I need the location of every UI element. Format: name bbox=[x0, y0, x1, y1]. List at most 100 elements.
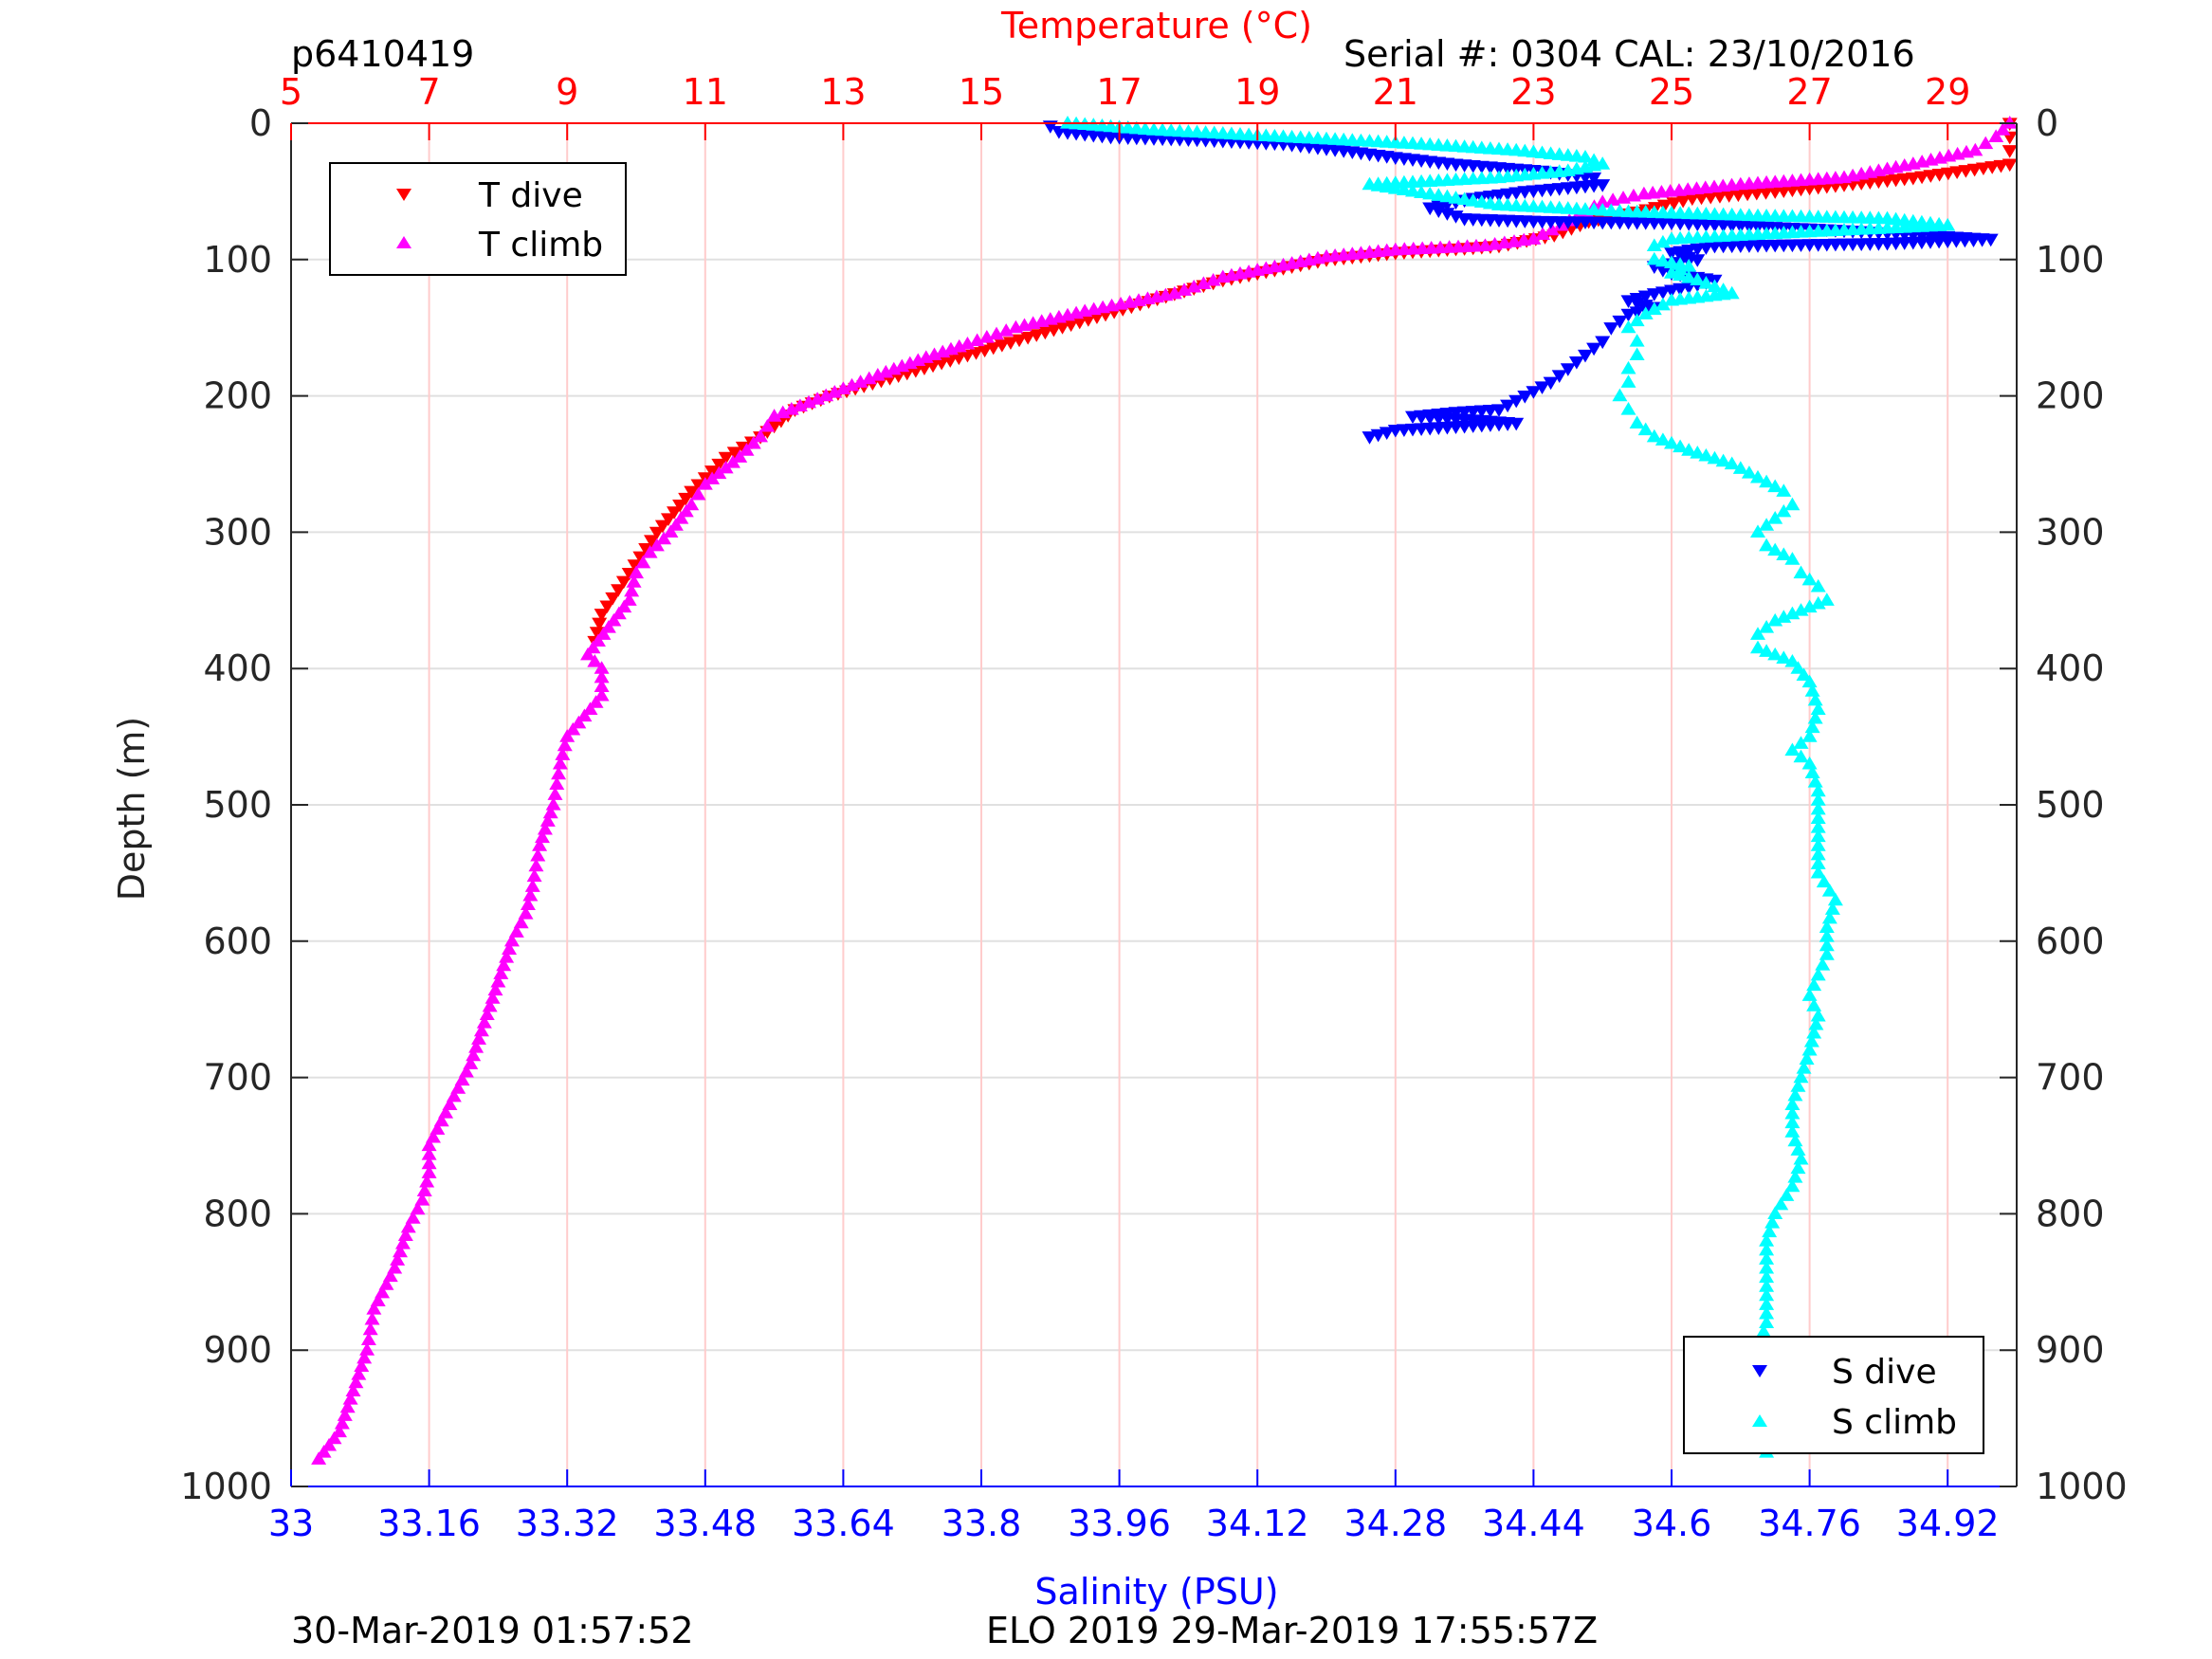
data-point bbox=[1776, 483, 1792, 497]
data-point bbox=[1267, 259, 1283, 273]
salinity-legend: S dive S climb bbox=[1683, 1336, 1984, 1454]
data-point bbox=[1804, 684, 1820, 697]
data-point bbox=[1095, 300, 1111, 314]
data-point bbox=[1784, 1097, 1801, 1110]
data-point bbox=[337, 1408, 353, 1421]
data-point bbox=[1790, 661, 1806, 674]
data-point bbox=[342, 1391, 358, 1405]
data-point bbox=[1759, 644, 1775, 657]
data-point bbox=[393, 1244, 409, 1258]
data-point bbox=[1250, 263, 1266, 276]
depth-tick-label-right: 900 bbox=[2036, 1329, 2105, 1371]
data-point bbox=[718, 460, 734, 474]
data-point bbox=[1148, 289, 1164, 303]
data-point bbox=[1988, 129, 2004, 142]
salinity-tick-label: 34.76 bbox=[1758, 1503, 1861, 1544]
data-point bbox=[555, 747, 571, 760]
data-point bbox=[1810, 865, 1826, 879]
data-point bbox=[1629, 415, 1645, 428]
data-point bbox=[565, 721, 581, 736]
data-point bbox=[1806, 1025, 1822, 1039]
data-point bbox=[410, 1201, 426, 1215]
data-point bbox=[582, 702, 598, 715]
data-point bbox=[998, 323, 1015, 337]
data-point bbox=[1790, 1160, 1806, 1175]
data-point bbox=[1801, 729, 1818, 742]
salinity-tick-label: 33.48 bbox=[653, 1503, 757, 1544]
data-point bbox=[466, 1048, 482, 1062]
data-point bbox=[792, 398, 808, 411]
data-point bbox=[1292, 254, 1308, 267]
data-point bbox=[1806, 977, 1822, 992]
series-s-climb bbox=[1060, 116, 1956, 1458]
data-point bbox=[1284, 256, 1300, 269]
data-point bbox=[1177, 283, 1193, 296]
data-point bbox=[594, 669, 610, 684]
data-point bbox=[1819, 929, 1835, 942]
data-point bbox=[473, 1023, 489, 1037]
data-point bbox=[503, 933, 520, 947]
data-point bbox=[1309, 250, 1325, 264]
data-point bbox=[1810, 967, 1826, 981]
temperature-tick-label: 13 bbox=[820, 71, 866, 113]
data-point bbox=[587, 654, 603, 667]
data-point bbox=[684, 485, 700, 500]
data-point bbox=[1673, 267, 1689, 282]
temperature-legend-box bbox=[329, 162, 627, 276]
data-point bbox=[1715, 453, 1731, 467]
data-point bbox=[697, 477, 713, 490]
data-point bbox=[1586, 342, 1602, 356]
data-point bbox=[1707, 279, 1723, 293]
data-point bbox=[1776, 650, 1792, 665]
data-point bbox=[1241, 264, 1257, 278]
data-point bbox=[1759, 1242, 1775, 1256]
data-point bbox=[1654, 432, 1671, 446]
data-point bbox=[1620, 360, 1636, 374]
data-point bbox=[1810, 801, 1826, 815]
data-point bbox=[592, 617, 608, 631]
data-point bbox=[571, 715, 587, 729]
depth-tick-label-left: 1000 bbox=[180, 1466, 272, 1507]
data-point bbox=[1810, 702, 1826, 715]
data-point bbox=[753, 428, 769, 443]
data-point bbox=[1487, 236, 1503, 250]
data-point bbox=[1362, 431, 1378, 445]
data-point bbox=[801, 394, 816, 409]
data-point bbox=[766, 409, 782, 422]
data-point bbox=[1646, 301, 1662, 316]
data-point bbox=[1784, 1178, 1801, 1193]
data-point bbox=[366, 1302, 382, 1315]
data-point bbox=[1819, 592, 1835, 606]
data-point bbox=[626, 574, 642, 588]
data-point bbox=[660, 513, 676, 527]
data-point bbox=[421, 1156, 437, 1170]
data-point bbox=[1008, 319, 1024, 334]
data-point bbox=[513, 915, 529, 929]
data-point bbox=[690, 486, 706, 501]
data-point bbox=[502, 941, 518, 956]
data-point bbox=[520, 897, 536, 911]
data-point bbox=[1784, 552, 1801, 565]
data-point bbox=[499, 950, 515, 963]
data-point bbox=[810, 392, 826, 405]
data-point bbox=[1612, 388, 1628, 402]
data-point bbox=[1787, 1133, 1803, 1147]
data-point bbox=[534, 830, 550, 844]
temperature-tick-label: 7 bbox=[418, 71, 441, 113]
data-point bbox=[1568, 161, 1584, 175]
depth-tick-label-right: 200 bbox=[2036, 375, 2105, 417]
data-point bbox=[334, 1415, 350, 1430]
depth-tick-label-right: 500 bbox=[2036, 784, 2105, 826]
data-point bbox=[1821, 910, 1837, 924]
data-point bbox=[532, 838, 548, 851]
data-point bbox=[1762, 1224, 1778, 1238]
data-point bbox=[1560, 363, 1576, 376]
data-point bbox=[649, 526, 665, 540]
depth-tick-label-left: 200 bbox=[203, 375, 272, 417]
data-point bbox=[1025, 316, 1041, 329]
data-point bbox=[1854, 166, 1870, 180]
data-point bbox=[726, 447, 742, 460]
data-point bbox=[1824, 902, 1840, 915]
data-point bbox=[1810, 783, 1826, 797]
